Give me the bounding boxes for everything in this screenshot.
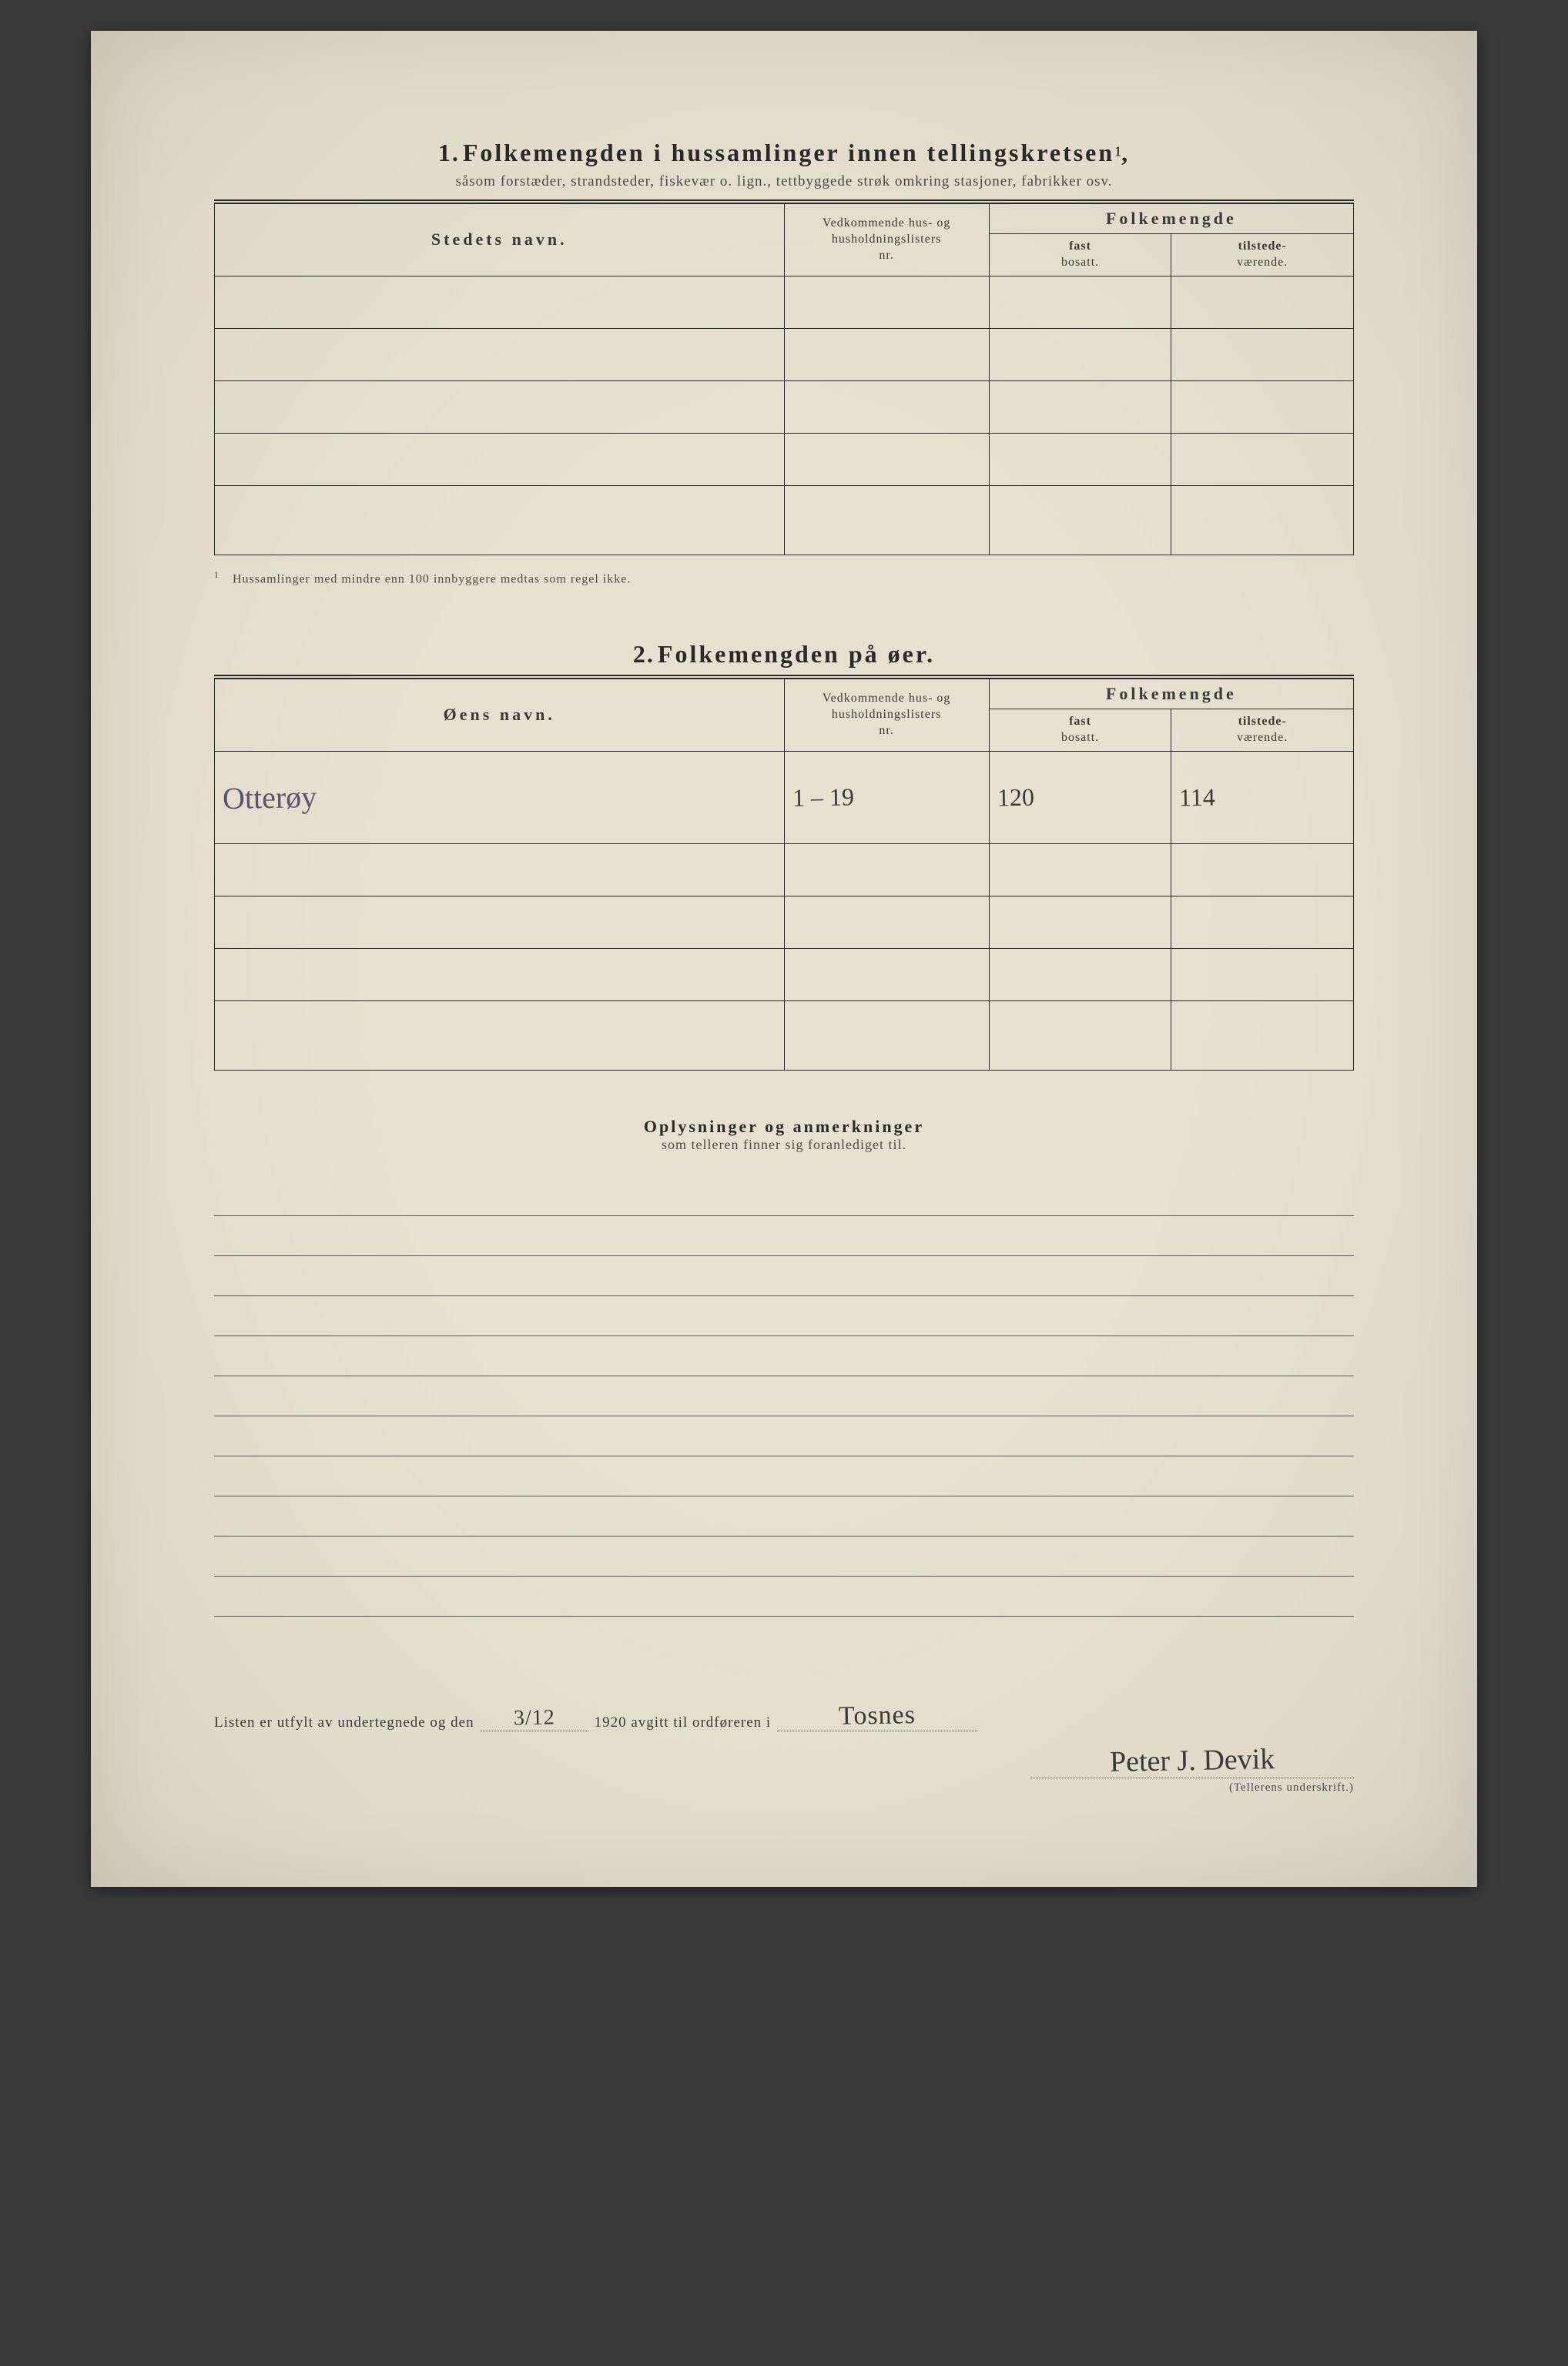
s1-hdr-til: tilstede- værende. [1171, 234, 1354, 276]
section1-number: 1. [438, 139, 460, 166]
s2-hdr-nr-l2: husholdningslisters [832, 708, 942, 721]
sign-date-blank: 3/12 [481, 1706, 588, 1731]
ruled-line [214, 1496, 1354, 1537]
hand-date: 3/12 [513, 1705, 554, 1731]
s1-hdr-nr-l2: husholdningslisters [832, 233, 942, 246]
s2-hdr-nr-l1: Vedkommende hus- og [823, 692, 951, 705]
section1-tbody [215, 276, 1354, 555]
table-row [215, 433, 1354, 485]
s2-hdr-til-l2: værende. [1237, 731, 1288, 744]
s1-hdr-til-l2: værende. [1237, 256, 1288, 269]
footnote-text: Hussamlinger med mindre enn 100 innbygge… [233, 572, 631, 585]
ruled-line [214, 1577, 1354, 1617]
hand-til: 114 [1179, 783, 1215, 812]
ruled-line [214, 1376, 1354, 1416]
signature-line: Listen er utfylt av undertegnede og den … [214, 1701, 1354, 1731]
hand-nr: 1 – 19 [792, 783, 854, 812]
section1-comma: , [1121, 139, 1130, 166]
notes-title: Oplysninger og anmerkninger [214, 1117, 1354, 1137]
s2-r0-til: 114 [1171, 751, 1354, 843]
hand-place: Tosnes [839, 1701, 916, 1731]
s2-hdr-name: Øens navn. [215, 679, 785, 751]
s2-hdr-fast-l2: bosatt. [1061, 731, 1099, 744]
s2-r0-fast: 120 [989, 751, 1171, 843]
s2-r0-name: Otterøy [215, 751, 785, 843]
section2-number: 2. [633, 640, 655, 668]
table-row [215, 380, 1354, 433]
s2-hdr-nr: Vedkommende hus- og husholdningslisters … [784, 679, 989, 751]
sign-year: 1920 avgitt til ordføreren i [595, 1714, 772, 1731]
s2-hdr-nr-l3: nr. [879, 724, 893, 737]
ruled-line [214, 1537, 1354, 1577]
ruled-line [214, 1296, 1354, 1336]
s1-hdr-fast: fast bosatt. [989, 234, 1171, 276]
section1-title: Folkemengden i hussamlinger innen tellin… [463, 139, 1114, 166]
table-row [215, 276, 1354, 328]
footnote-num: 1 [214, 569, 219, 580]
notes-subtitle: som telleren finner sig foranlediget til… [214, 1137, 1354, 1153]
s2-hdr-fast-l1: fast [1069, 715, 1091, 728]
s1-hdr-fast-l1: fast [1069, 240, 1091, 253]
table-row [215, 1000, 1354, 1070]
s1-hdr-til-l1: tilstede- [1238, 240, 1287, 253]
ruled-line [214, 1456, 1354, 1496]
section2-title: Folkemengden på øer. [658, 640, 935, 668]
s1-hdr-pop: Folkemengde [989, 204, 1353, 234]
table-row [215, 896, 1354, 948]
table-row: Otterøy 1 – 19 120 114 [215, 751, 1354, 843]
s2-hdr-til: tilstede- værende. [1171, 709, 1354, 751]
section1-table: Stedets navn. Vedkommende hus- og hushol… [214, 203, 1354, 555]
ruled-line [214, 1216, 1354, 1256]
ruled-line [214, 1336, 1354, 1376]
section1-title-block: 1. Folkemengden i hussamlinger innen tel… [214, 139, 1354, 167]
section1-footnote: 1 Hussamlinger med mindre enn 100 innbyg… [214, 569, 1354, 586]
table-row [215, 843, 1354, 896]
hand-name: Otterøy [223, 778, 317, 816]
s1-hdr-fast-l2: bosatt. [1061, 256, 1099, 269]
signature-caption: (Tellerens underskrift.) [214, 1781, 1354, 1795]
table-row [215, 948, 1354, 1000]
hand-signature: Peter J. Devik [1110, 1742, 1275, 1779]
signature-block: Peter J. Devik (Tellerens underskrift.) [214, 1744, 1354, 1795]
s1-hdr-nr: Vedkommende hus- og husholdningslisters … [784, 204, 989, 276]
sign-place-blank: Tosnes [777, 1701, 977, 1731]
sign-prefix: Listen er utfylt av undertegnede og den [214, 1714, 474, 1731]
table-row [215, 328, 1354, 380]
table-row [215, 485, 1354, 555]
section1-thead: Stedets navn. Vedkommende hus- og hushol… [215, 204, 1354, 276]
hand-fast: 120 [997, 783, 1034, 812]
s1-hdr-name: Stedets navn. [215, 204, 785, 276]
s2-hdr-pop: Folkemengde [989, 679, 1353, 709]
section2-title-block: 2. Folkemengden på øer. [214, 640, 1354, 669]
ruled-line [214, 1416, 1354, 1456]
section2-table: Øens navn. Vedkommende hus- og husholdni… [214, 679, 1354, 1071]
s2-hdr-fast: fast bosatt. [989, 709, 1171, 751]
s1-hdr-nr-l1: Vedkommende hus- og [823, 216, 951, 230]
s2-r0-nr: 1 – 19 [784, 751, 989, 843]
signature-slot: Peter J. Devik [1030, 1744, 1354, 1778]
s2-hdr-til-l1: tilstede- [1238, 715, 1287, 728]
ruled-line [214, 1256, 1354, 1296]
s1-hdr-nr-l3: nr. [879, 249, 893, 262]
section2: 2. Folkemengden på øer. Øens navn. Vedko… [214, 640, 1354, 1071]
section2-tbody: Otterøy 1 – 19 120 114 [215, 751, 1354, 1070]
ruled-line [214, 1176, 1354, 1216]
census-form-page: 1. Folkemengden i hussamlinger innen tel… [91, 31, 1477, 1887]
section1-sup: 1 [1114, 144, 1121, 159]
section1-subtitle: såsom forstæder, strandsteder, fiskevær … [214, 173, 1354, 190]
section2-thead: Øens navn. Vedkommende hus- og husholdni… [215, 679, 1354, 751]
